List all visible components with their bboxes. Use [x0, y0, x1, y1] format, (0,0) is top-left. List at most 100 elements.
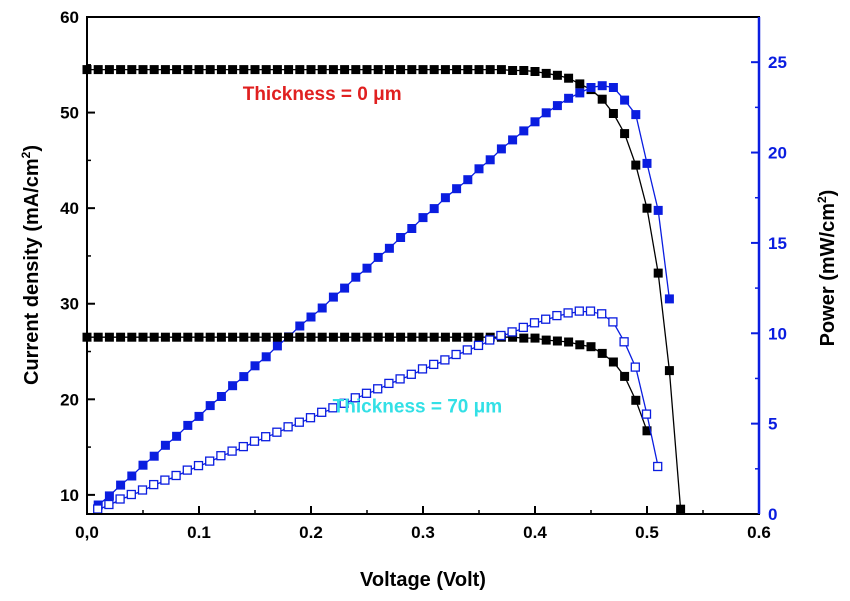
series-0-point [362, 65, 372, 75]
series-2-point [396, 332, 406, 342]
series-2-point [340, 332, 350, 342]
series-3-point [440, 355, 450, 365]
series-0-point [452, 65, 462, 75]
series-0-point [228, 65, 238, 75]
series-0-point [530, 67, 540, 76]
y-left-tick-label: 60 [60, 8, 79, 27]
series-2-point [620, 371, 630, 381]
series-1-point [373, 252, 383, 262]
series-0-point [463, 65, 473, 75]
x-axis-title: Voltage (Volt) [360, 569, 486, 591]
series-0-point [328, 65, 338, 75]
series-0-point [250, 65, 260, 75]
series-1-point [530, 117, 540, 127]
y-right-tick-label: 0 [768, 505, 777, 524]
series-3-point [552, 310, 562, 321]
series-1-point [328, 292, 338, 302]
series-0-point [340, 65, 350, 75]
series-2-point [519, 333, 529, 343]
y-left-tick-label: 20 [60, 390, 79, 409]
series-0-point [160, 65, 170, 75]
y-right-tick-label: 25 [768, 53, 787, 72]
series-2-point [239, 332, 249, 342]
series-0-point [541, 68, 551, 78]
series-3-point [238, 441, 248, 452]
series-3-point [653, 461, 663, 472]
series-2-point [351, 332, 361, 342]
series-1-point [586, 83, 596, 92]
series-2-point [295, 332, 305, 342]
series-1-point [575, 88, 585, 98]
series-3-point [361, 388, 372, 398]
series-3-point [205, 456, 215, 466]
tick-layer: 0,0 0.1 0.2 0.3 0.4 0.5 0.6 10 20 30 40 50 60 0 5 10 15 2… [60, 8, 787, 542]
series-2-point [104, 332, 114, 342]
series-2-point [384, 332, 394, 342]
series-2-point [362, 332, 372, 342]
series-1-point [384, 243, 394, 253]
series-1-point [295, 321, 305, 331]
series-2-point [205, 332, 215, 342]
series-2-point [172, 332, 182, 342]
series-3-point [160, 475, 170, 485]
series-2-point [93, 332, 103, 342]
series-1-point [485, 155, 495, 165]
series-3-point [126, 489, 136, 500]
x-tick-label: 0.2 [299, 523, 323, 542]
series-2-point [216, 332, 226, 342]
series-2-point [631, 395, 641, 405]
y-right-title-superscript: 2 [815, 196, 829, 203]
series-1-point [396, 233, 406, 242]
series-3-point [272, 427, 282, 437]
y-axis-right-title: Power (mW/cm2) [815, 190, 839, 347]
series-0-point [317, 65, 327, 75]
series-2-point [575, 340, 585, 350]
series-3-point [137, 485, 148, 495]
series-3-point [283, 422, 293, 432]
x-tick-label: 0.1 [187, 523, 211, 542]
series-0-point [272, 65, 282, 75]
series-3-point [597, 309, 607, 319]
series-1-point [183, 420, 193, 430]
series-1-point [149, 451, 159, 461]
series-0-point [216, 65, 226, 75]
series-2-point [418, 332, 428, 342]
series-3-point [496, 330, 506, 341]
series-layer [82, 65, 686, 514]
series-2-point [429, 332, 439, 342]
series-2-point [228, 332, 238, 342]
series-2-point [597, 348, 607, 358]
series-2-point [407, 332, 417, 342]
y-right-tick-label: 20 [768, 144, 787, 163]
series-0-point [127, 65, 137, 75]
series-0-point [676, 504, 686, 514]
series-3-point [406, 369, 416, 379]
series-2-point [328, 332, 338, 342]
series-2-point [541, 335, 551, 345]
series-3 [93, 306, 663, 514]
series-0-point [104, 65, 114, 75]
y-left-tick-label: 10 [60, 486, 79, 505]
series-0-point [93, 65, 103, 75]
series-0-point [205, 65, 215, 75]
series-0-point [396, 65, 406, 75]
series-2-point [138, 332, 148, 342]
series-1-point [474, 164, 484, 174]
series-0-point [295, 65, 305, 75]
series-1-point [440, 193, 450, 203]
series-3-point [182, 465, 192, 475]
series-1-point [429, 204, 439, 214]
series-2-point [127, 332, 137, 342]
series-3-point [429, 359, 439, 370]
series-0-point [642, 203, 652, 213]
series-0-point [384, 65, 394, 75]
series-1-point [272, 341, 282, 351]
series-0-point [261, 65, 271, 75]
series-1-point [463, 175, 473, 185]
series-2-point [194, 332, 204, 342]
series-3-point [328, 403, 338, 413]
series-3-point [563, 308, 573, 318]
series-2 [82, 332, 652, 436]
series-1-point [564, 93, 574, 103]
series-0-point [575, 79, 585, 89]
